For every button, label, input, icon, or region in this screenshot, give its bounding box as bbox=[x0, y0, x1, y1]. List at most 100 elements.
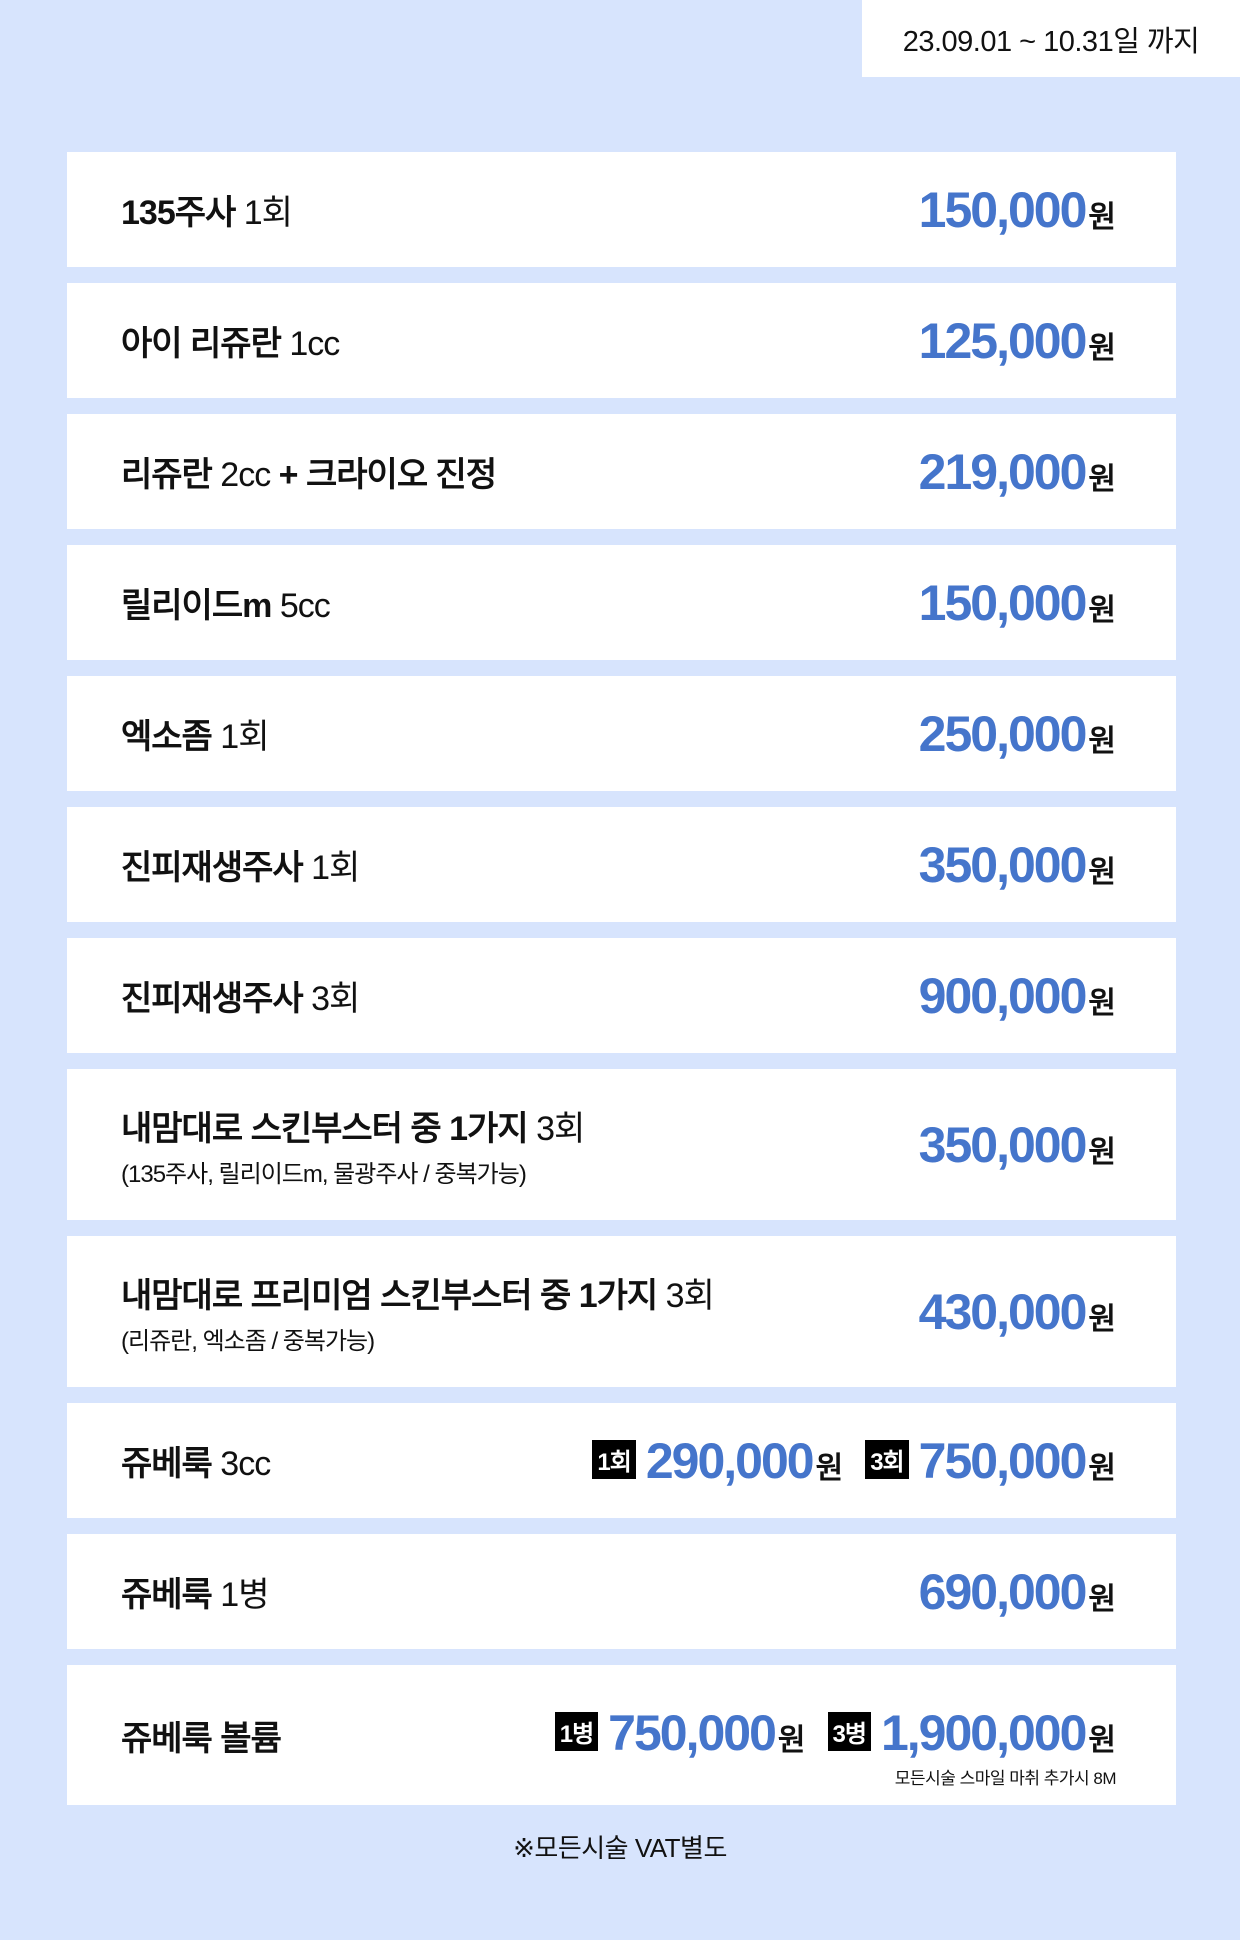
item-qty: 1회 bbox=[220, 718, 269, 756]
item-title: 진피재생주사 bbox=[121, 980, 304, 1018]
item-price: 150,000 원 bbox=[919, 181, 1116, 239]
item-info: 내맘대로 스킨부스터 중 1가지 3회 (135주사, 릴리이드m, 물광주사 … bbox=[121, 1101, 585, 1189]
item-title: 내맘대로 프리미엄 스킨부스터 중 1가지 bbox=[121, 1276, 658, 1315]
price-options: 1회 290,000 원 3회 750,000 원 bbox=[592, 1432, 1116, 1490]
currency-unit: 원 bbox=[1088, 855, 1116, 889]
price-row: 쥬베룩 1병 690,000 원 bbox=[67, 1534, 1176, 1649]
item-qty: 3회 bbox=[536, 1109, 585, 1148]
price-value: 690,000 bbox=[918, 1563, 1088, 1620]
item-price: 350,000 원 bbox=[919, 836, 1116, 894]
anesthesia-note: 모든시술 스마일 마취 추가시 8M bbox=[894, 1768, 1117, 1788]
currency-unit: 원 bbox=[1088, 1582, 1116, 1616]
price-option: 3병 1,900,000 원 bbox=[827, 1704, 1116, 1762]
price-options: 1병 750,000 원 3병 1,900,000 원 bbox=[554, 1704, 1116, 1762]
item-price: 430,000 원 bbox=[919, 1283, 1116, 1341]
item-name: 내맘대로 프리미엄 스킨부스터 중 1가지 3회 bbox=[121, 1268, 715, 1317]
currency-unit: 원 bbox=[777, 1723, 806, 1757]
price-value: 350,000 bbox=[918, 1116, 1088, 1173]
price-row: 135주사 1회 150,000 원 bbox=[67, 152, 1176, 267]
item-title: 쥬베룩 볼륨 bbox=[121, 1719, 282, 1758]
currency-unit: 원 bbox=[1088, 1723, 1116, 1757]
item-price: 690,000 원 bbox=[919, 1563, 1116, 1621]
item-title: 쥬베룩 bbox=[121, 1445, 213, 1483]
item-name: 아이 리쥬란 1cc bbox=[121, 316, 340, 365]
currency-unit: 원 bbox=[1088, 1451, 1116, 1485]
price-value: 430,000 bbox=[918, 1283, 1088, 1340]
currency-unit: 원 bbox=[1088, 462, 1116, 496]
currency-unit: 원 bbox=[1088, 1302, 1116, 1336]
item-qty: 3회 bbox=[665, 1276, 715, 1315]
item-price: 350,000 원 bbox=[919, 1116, 1116, 1174]
item-name: 쥬베룩 볼륨 bbox=[121, 1711, 282, 1760]
item-title: 릴리이드m bbox=[121, 587, 272, 625]
currency-unit: 원 bbox=[1088, 593, 1116, 627]
item-name: 135주사 1회 bbox=[121, 185, 293, 234]
item-name: 쥬베룩 3cc bbox=[121, 1436, 271, 1485]
item-price: 125,000 원 bbox=[919, 312, 1116, 370]
item-name: 내맘대로 스킨부스터 중 1가지 3회 bbox=[121, 1101, 585, 1150]
price-value: 125,000 bbox=[918, 312, 1088, 369]
item-name: 릴리이드m 5cc bbox=[121, 578, 331, 627]
item-price: 150,000 원 bbox=[919, 574, 1116, 632]
price-row: 쥬베룩 볼륨 1병 750,000 원 3병 1,900,000 원 모든시술 스마일 … bbox=[67, 1665, 1176, 1805]
price-list: 135주사 1회 150,000 원 아이 리쥬란 1cc 125,000 원 리쥬… bbox=[67, 152, 1176, 1805]
currency-unit: 원 bbox=[1088, 724, 1116, 758]
item-title: 리쥬란 bbox=[121, 456, 213, 494]
item-addon: + 크라이오 진정 bbox=[278, 456, 497, 494]
item-qty: 2cc bbox=[220, 456, 271, 494]
price-value: 750,000 bbox=[608, 1704, 777, 1761]
price-value: 150,000 bbox=[918, 181, 1088, 238]
price-row: 아이 리쥬란 1cc 125,000 원 bbox=[67, 283, 1176, 398]
currency-unit: 원 bbox=[1088, 986, 1116, 1020]
price-option: 1회 290,000 원 bbox=[592, 1432, 843, 1490]
item-title: 쥬베룩 bbox=[121, 1576, 213, 1614]
item-name: 쥬베룩 1병 bbox=[121, 1567, 270, 1616]
price-value: 350,000 bbox=[918, 836, 1088, 893]
item-name: 진피재생주사 3회 bbox=[121, 971, 360, 1020]
item-title: 엑소좀 bbox=[121, 718, 213, 756]
price-value: 290,000 bbox=[645, 1432, 815, 1489]
price-value: 250,000 bbox=[918, 705, 1088, 762]
price-row: 내맘대로 스킨부스터 중 1가지 3회 (135주사, 릴리이드m, 물광주사 … bbox=[67, 1069, 1176, 1220]
item-qty: 1병 bbox=[220, 1576, 269, 1614]
price-value: 150,000 bbox=[918, 574, 1088, 631]
price-row: 진피재생주사 3회 900,000 원 bbox=[67, 938, 1176, 1053]
item-qty: 3cc bbox=[220, 1445, 271, 1483]
price-value: 750,000 bbox=[918, 1432, 1088, 1489]
item-qty: 1회 bbox=[311, 849, 360, 887]
price-row: 릴리이드m 5cc 150,000 원 bbox=[67, 545, 1176, 660]
item-info: 내맘대로 프리미엄 스킨부스터 중 1가지 3회 (리쥬란, 엑소좀 / 중복가… bbox=[121, 1268, 715, 1356]
option-badge: 1회 bbox=[592, 1439, 636, 1479]
price-value: 1,900,000 bbox=[880, 1704, 1087, 1761]
item-title: 진피재생주사 bbox=[121, 849, 304, 887]
item-qty: 1회 bbox=[243, 194, 293, 232]
item-price: 250,000 원 bbox=[919, 705, 1116, 763]
price-row: 진피재생주사 1회 350,000 원 bbox=[67, 807, 1176, 922]
option-badge: 3병 bbox=[827, 1711, 871, 1751]
vat-notice: ※모든시술 VAT별도 bbox=[513, 1833, 727, 1863]
item-subtext: (리쥬란, 엑소좀 / 중복가능) bbox=[121, 1327, 375, 1355]
currency-unit: 원 bbox=[815, 1451, 844, 1485]
option-badge: 3회 bbox=[865, 1439, 909, 1479]
price-row: 내맘대로 프리미엄 스킨부스터 중 1가지 3회 (리쥬란, 엑소좀 / 중복가… bbox=[67, 1236, 1176, 1387]
currency-unit: 원 bbox=[1088, 1135, 1116, 1169]
item-price: 900,000 원 bbox=[919, 967, 1116, 1025]
currency-unit: 원 bbox=[1088, 200, 1116, 234]
item-name: 리쥬란 2cc + 크라이오 진정 bbox=[121, 447, 497, 496]
item-subtext: (135주사, 릴리이드m, 물광주사 / 중복가능) bbox=[121, 1160, 527, 1188]
price-value: 219,000 bbox=[918, 443, 1088, 500]
price-row: 리쥬란 2cc + 크라이오 진정 219,000 원 bbox=[67, 414, 1176, 529]
item-qty: 1cc bbox=[289, 325, 340, 363]
price-row: 엑소좀 1회 250,000 원 bbox=[67, 676, 1176, 791]
item-title: 아이 리쥬란 bbox=[121, 325, 282, 363]
price-option: 3회 750,000 원 bbox=[865, 1432, 1116, 1490]
item-name: 엑소좀 1회 bbox=[121, 709, 270, 758]
currency-unit: 원 bbox=[1088, 331, 1116, 365]
option-badge: 1병 bbox=[554, 1711, 599, 1751]
price-column: 1병 750,000 원 3병 1,900,000 원 모든시술 스마일 마취 추가시 … bbox=[554, 1682, 1117, 1789]
item-title: 135주사 bbox=[121, 194, 236, 232]
promotion-period: 23.09.01 ~ 10.31일 까지 bbox=[862, 0, 1240, 77]
price-value: 900,000 bbox=[918, 967, 1088, 1024]
item-title: 내맘대로 스킨부스터 중 1가지 bbox=[121, 1109, 529, 1148]
price-row: 쥬베룩 3cc 1회 290,000 원 3회 750,000 원 bbox=[67, 1403, 1176, 1518]
